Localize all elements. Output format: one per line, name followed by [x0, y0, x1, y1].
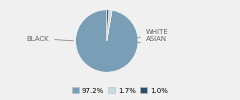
Wedge shape: [76, 10, 138, 72]
Wedge shape: [107, 10, 112, 41]
Text: WHITE: WHITE: [138, 29, 168, 38]
Text: ASIAN: ASIAN: [138, 36, 167, 43]
Legend: 97.2%, 1.7%, 1.0%: 97.2%, 1.7%, 1.0%: [69, 85, 171, 96]
Text: BLACK: BLACK: [26, 36, 73, 42]
Wedge shape: [107, 10, 109, 41]
